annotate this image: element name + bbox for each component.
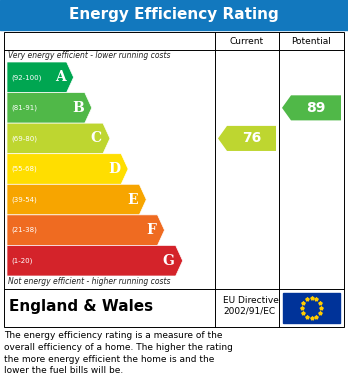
Text: A: A — [55, 70, 65, 84]
Text: B: B — [72, 101, 84, 115]
Text: D: D — [108, 162, 120, 176]
Text: (39-54): (39-54) — [11, 196, 37, 203]
Bar — [4, 32, 344, 327]
Polygon shape — [7, 215, 165, 246]
Text: Energy Efficiency Rating: Energy Efficiency Rating — [69, 7, 279, 23]
Polygon shape — [218, 126, 276, 151]
Text: The energy efficiency rating is a measure of the
overall efficiency of a home. T: The energy efficiency rating is a measur… — [4, 331, 233, 375]
Text: (1-20): (1-20) — [11, 257, 32, 264]
Text: 76: 76 — [242, 131, 261, 145]
Text: G: G — [163, 254, 175, 268]
Text: Potential: Potential — [292, 36, 331, 45]
Polygon shape — [7, 184, 146, 215]
Polygon shape — [7, 93, 92, 123]
Text: Very energy efficient - lower running costs: Very energy efficient - lower running co… — [8, 51, 171, 60]
Bar — [283, 293, 340, 323]
Polygon shape — [7, 123, 110, 154]
Polygon shape — [282, 95, 341, 120]
Text: (92-100): (92-100) — [11, 74, 41, 81]
Polygon shape — [7, 62, 73, 93]
Text: (21-38): (21-38) — [11, 227, 37, 233]
Text: EU Directive
2002/91/EC: EU Directive 2002/91/EC — [223, 296, 279, 316]
Text: C: C — [91, 131, 102, 145]
Bar — [0, 0, 348, 30]
Polygon shape — [7, 246, 183, 276]
Text: Not energy efficient - higher running costs: Not energy efficient - higher running co… — [8, 278, 171, 287]
Text: (69-80): (69-80) — [11, 135, 37, 142]
Text: (81-91): (81-91) — [11, 105, 37, 111]
Text: (55-68): (55-68) — [11, 166, 37, 172]
Text: England & Wales: England & Wales — [9, 298, 153, 314]
Text: E: E — [128, 193, 138, 206]
Text: 89: 89 — [306, 101, 326, 115]
Text: F: F — [147, 223, 157, 237]
Polygon shape — [7, 154, 128, 184]
Text: Current: Current — [230, 36, 264, 45]
